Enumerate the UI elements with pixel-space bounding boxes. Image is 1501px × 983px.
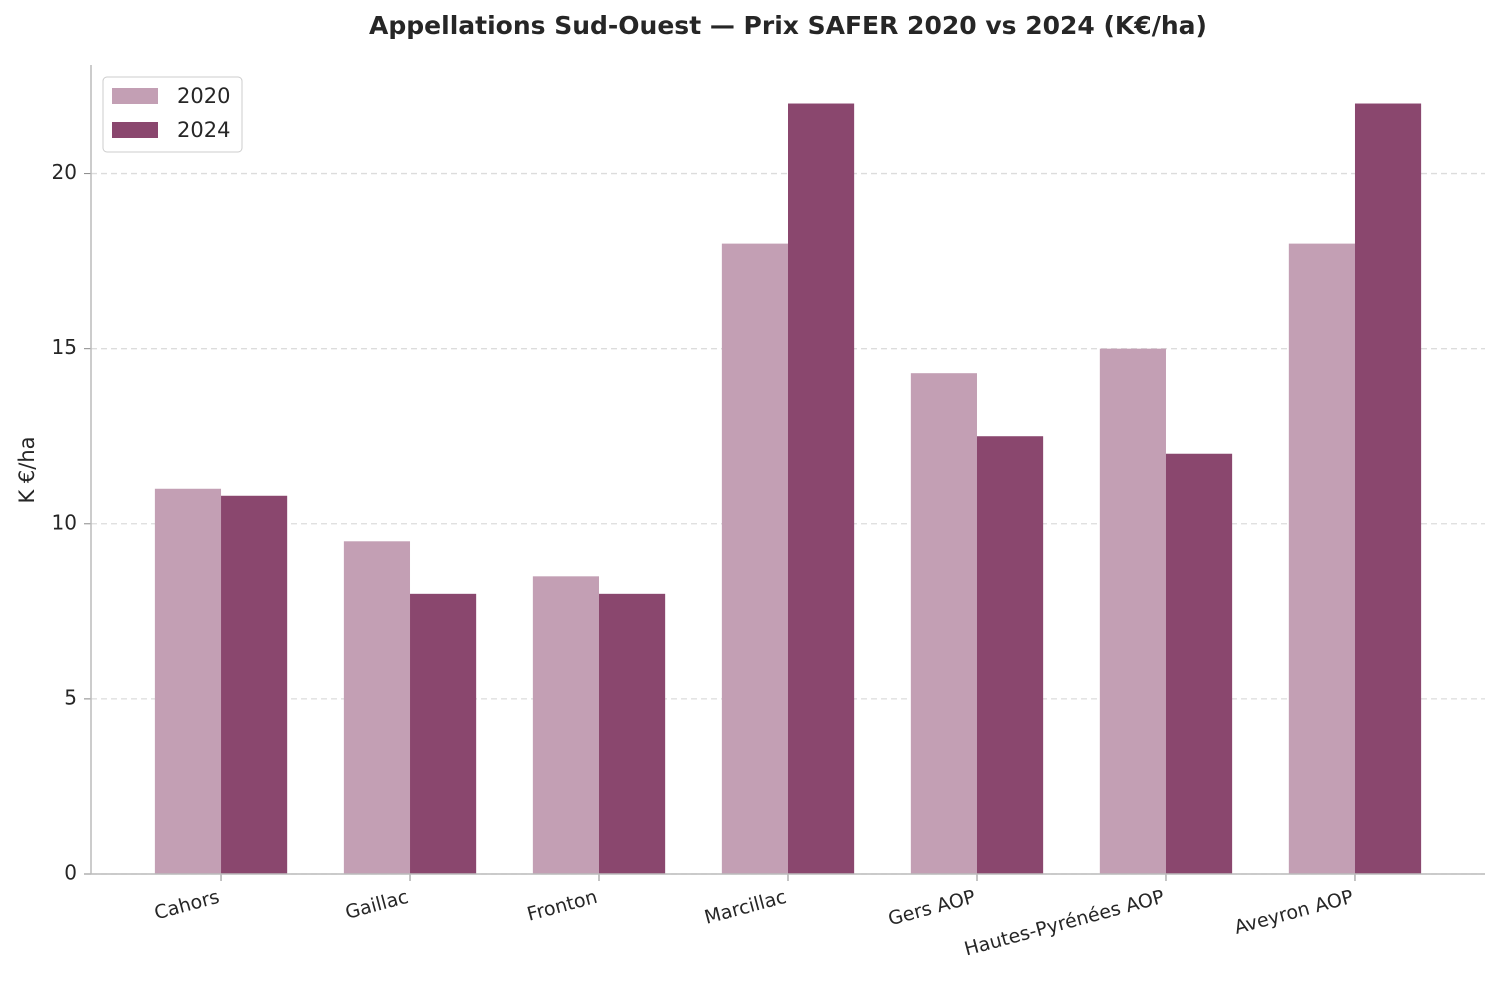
- legend-swatch: [112, 88, 158, 104]
- chart-title: Appellations Sud-Ouest — Prix SAFER 2020…: [369, 11, 1207, 40]
- bar: [1354, 103, 1422, 875]
- bar: [788, 103, 855, 875]
- x-tick-label: Marcillac: [702, 886, 789, 929]
- y-tick-label: 15: [52, 335, 77, 359]
- legend-label: 2024: [177, 118, 230, 142]
- bar: [976, 436, 1044, 874]
- x-tick-label: Aveyron AOP: [1232, 886, 1356, 939]
- bar: [599, 593, 666, 874]
- y-axis-label: K €/ha: [15, 436, 39, 503]
- legend-label: 2020: [177, 84, 230, 108]
- bar: [910, 373, 977, 874]
- y-tick-label: 5: [64, 685, 77, 709]
- bar: [1288, 243, 1355, 875]
- y-tick-label: 10: [52, 510, 77, 534]
- bar: [1099, 348, 1166, 875]
- bar: [532, 576, 600, 874]
- bar: [410, 593, 477, 874]
- x-tick-label: Gers AOP: [886, 886, 978, 930]
- y-tick-label: 0: [64, 861, 77, 885]
- x-tick-label: Gaillac: [343, 886, 411, 924]
- bar: [1165, 453, 1233, 874]
- x-tick-label: Fronton: [525, 886, 600, 926]
- x-tick-label: Cahors: [152, 886, 222, 924]
- bar: [721, 243, 788, 875]
- bar: [221, 495, 288, 874]
- bar: [154, 488, 222, 874]
- legend-swatch: [112, 122, 158, 138]
- x-tick-label: Hautes-Pyrénées AOP: [962, 886, 1167, 961]
- y-tick-label: 20: [52, 160, 77, 184]
- bar: [343, 541, 411, 874]
